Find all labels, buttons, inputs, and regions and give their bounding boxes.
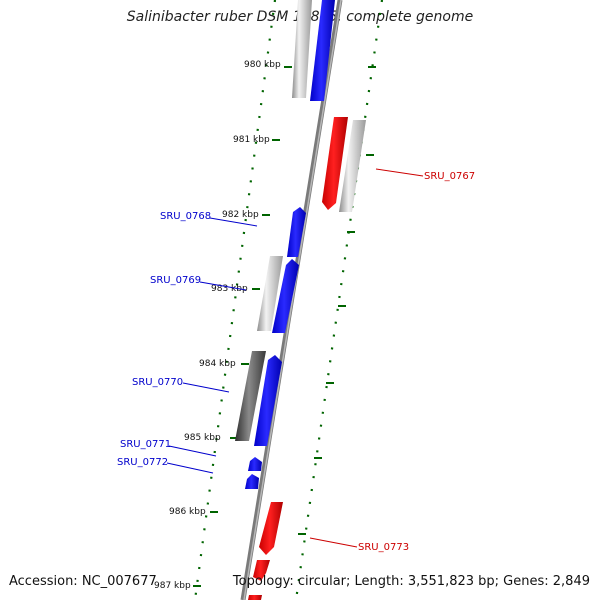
kbp-labels: 980 kbp 981 kbp 982 kbp 983 kbp 984 kbp … bbox=[154, 60, 281, 591]
gene-forward[interactable] bbox=[322, 117, 348, 210]
genome-summary: Topology: circular; Length: 3,551,823 bp… bbox=[232, 574, 590, 589]
gray-feature bbox=[339, 120, 366, 212]
kbp-major-ticks bbox=[193, 66, 376, 587]
kbp-label: 983 kbp bbox=[211, 284, 248, 294]
gene-forward[interactable] bbox=[248, 595, 262, 600]
gene-label-sru0767[interactable]: SRU_0767 bbox=[424, 171, 475, 182]
kbp-label: 987 kbp bbox=[154, 581, 191, 591]
gray-feature bbox=[292, 0, 312, 98]
gene-label-sru0771[interactable]: SRU_0771 bbox=[120, 439, 171, 450]
ticks-right bbox=[294, 0, 384, 600]
gene-label-sru0768[interactable]: SRU_0768 bbox=[160, 211, 211, 222]
kbp-label: 980 kbp bbox=[244, 60, 281, 70]
kbp-label: 984 kbp bbox=[199, 359, 236, 369]
gene-label-sru0770[interactable]: SRU_0770 bbox=[132, 377, 183, 388]
gene-reverse[interactable] bbox=[287, 207, 306, 257]
gene-reverse[interactable] bbox=[272, 259, 299, 333]
gene-reverse[interactable] bbox=[254, 355, 282, 446]
gray-feature bbox=[235, 351, 266, 441]
gene-label-sru0773[interactable]: SRU_0773 bbox=[358, 542, 409, 553]
gray-feature bbox=[257, 256, 283, 331]
gene-reverse[interactable] bbox=[310, 0, 335, 101]
gene-forward[interactable] bbox=[259, 502, 283, 555]
gene-forward[interactable] bbox=[253, 560, 270, 581]
gene-label-sru0772[interactable]: SRU_0772 bbox=[117, 457, 168, 468]
gene-reverse[interactable] bbox=[248, 457, 262, 471]
accession-text: Accession: NC_007677 bbox=[9, 574, 157, 589]
kbp-label: 985 kbp bbox=[184, 433, 221, 443]
kbp-label: 982 kbp bbox=[222, 210, 259, 220]
gene-reverse[interactable] bbox=[245, 474, 259, 489]
gene-label-sru0769[interactable]: SRU_0769 bbox=[150, 275, 201, 286]
kbp-label: 986 kbp bbox=[169, 507, 206, 517]
kbp-label: 981 kbp bbox=[233, 135, 270, 145]
